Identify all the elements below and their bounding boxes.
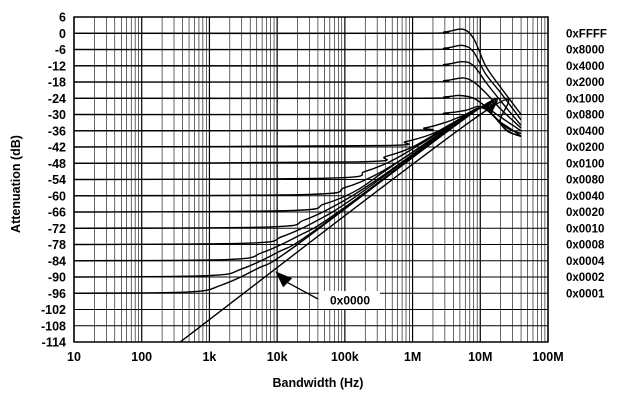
x-axis-ticks: 10 100 1k 10k 100k 1M 10M 100M: [67, 350, 564, 364]
y-tick-label: -36: [48, 124, 66, 138]
curve-label: 0x2000: [566, 77, 604, 89]
x-tick-label: 1k: [202, 350, 216, 364]
y-tick-label: -6: [55, 43, 66, 57]
series-line-0x0001: [73, 98, 522, 294]
x-tick-label: 10: [67, 350, 81, 364]
annotation-leader: [286, 281, 319, 300]
annotation-arrowhead: [275, 271, 293, 288]
curve-label: 0x0008: [566, 240, 605, 252]
x-tick-label: 10k: [267, 350, 288, 364]
curve-label: 0x0080: [566, 175, 604, 187]
annotation-label: 0x0000: [330, 294, 370, 308]
annotation-layer: 0x0000: [275, 271, 380, 309]
y-tick-label: 0: [59, 27, 66, 41]
y-tick-label: 6: [59, 11, 66, 25]
x-tick-label: 100: [131, 350, 152, 364]
y-tick-label: -30: [48, 108, 66, 122]
curve-label: 0x0800: [566, 110, 604, 122]
curve-label: 0x0010: [566, 223, 604, 235]
annotation-box: [319, 291, 380, 309]
curve-label: 0x1000: [566, 93, 604, 105]
curve-label: 0x4000: [566, 61, 604, 73]
series-line-0x8000: [73, 44, 522, 121]
y-tick-label: -66: [48, 206, 66, 220]
curve-label: 0x0400: [566, 126, 604, 138]
curve-label: 0x0200: [566, 142, 604, 154]
y-tick-label: -72: [48, 222, 66, 236]
x-axis-title: Bandwidth (Hz): [273, 376, 364, 390]
y-tick-label: -84: [48, 254, 66, 268]
series-line-0xFFFF: [73, 28, 522, 115]
y-tick-label: -96: [48, 287, 66, 301]
y-tick-label: -54: [48, 173, 66, 187]
curve-label: 0xFFFF: [566, 28, 607, 40]
curve-label: 0x0002: [566, 272, 604, 284]
y-tick-label: -108: [41, 319, 66, 333]
y-tick-label: -114: [42, 336, 66, 350]
y-tick-label: -78: [48, 238, 66, 252]
curve-label: 0x0004: [566, 256, 605, 268]
y-tick-label: -102: [41, 303, 66, 317]
curve-label: 0x0100: [566, 158, 604, 170]
curve-label: 0x0040: [566, 191, 604, 203]
y-tick-label: -18: [48, 76, 66, 90]
y-tick-label: -48: [48, 157, 66, 171]
x-tick-label: 100k: [331, 350, 359, 364]
y-tick-label: -90: [48, 271, 66, 285]
y-axis-ticks: 6 0 -6 -12 -18 -24 -30 -36 -42 -48 -54 -60 -66 -72 -78…: [41, 11, 66, 350]
y-axis-title: Attenuation (dB): [9, 135, 23, 233]
y-tick-label: -60: [48, 189, 66, 203]
x-tick-label: 100M: [532, 350, 563, 364]
y-tick-label: -12: [48, 59, 66, 73]
series-line-0x4000: [73, 60, 522, 126]
y-tick-label: -42: [48, 141, 66, 155]
y-tick-label: -24: [48, 92, 66, 106]
curve-label: 0x0020: [566, 207, 604, 219]
curve-label: 0x8000: [566, 45, 604, 57]
series-layer: [73, 28, 522, 343]
curve-label: 0x0001: [566, 288, 605, 300]
series-line-0x0000: [179, 98, 522, 343]
curve-labels: 0xFFFF 0x8000 0x4000 0x2000 0x1000 0x0800 0x04…: [566, 28, 607, 300]
x-tick-label: 1M: [404, 350, 421, 364]
x-tick-label: 10M: [468, 350, 492, 364]
series-line-0x1000: [73, 94, 522, 132]
